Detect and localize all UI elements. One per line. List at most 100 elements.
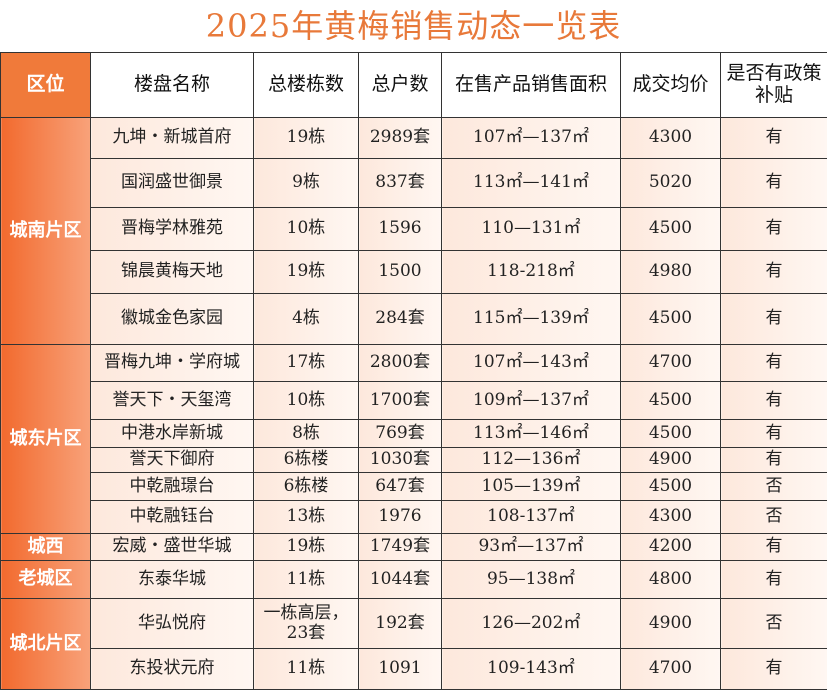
table-cell: 6栋楼	[254, 473, 359, 501]
region-cell: 城西	[1, 534, 91, 561]
table-cell: 4500	[621, 473, 721, 501]
table-cell: 晋梅九坤・学府城	[91, 345, 254, 382]
table-cell: 108-137㎡	[442, 501, 621, 534]
table-cell: 中港水岸新城	[91, 420, 254, 448]
table-cell: 126—202㎡	[442, 599, 621, 649]
table-cell: 8栋	[254, 420, 359, 448]
table-cell: 284套	[359, 294, 442, 345]
table-cell: 115㎡—139㎡	[442, 294, 621, 345]
header-row: 区位楼盘名称总楼栋数总户数在售产品销售面积成交均价是否有政策补贴	[1, 53, 827, 118]
region-cell: 城东片区	[1, 345, 91, 534]
table-cell: 95—138㎡	[442, 561, 621, 599]
table-cell: 13栋	[254, 501, 359, 534]
table-cell: 10栋	[254, 208, 359, 251]
table-cell: 4500	[621, 294, 721, 345]
column-header: 成交均价	[621, 53, 721, 118]
table-cell: 17栋	[254, 345, 359, 382]
table-cell: 1091	[359, 649, 442, 690]
table-cell: 113㎡—146㎡	[442, 420, 621, 448]
table-cell: 有	[721, 420, 827, 448]
table-cell: 有	[721, 561, 827, 599]
sales-table: 区位楼盘名称总楼栋数总户数在售产品销售面积成交均价是否有政策补贴城南片区九坤・新…	[0, 52, 827, 690]
table-cell: 6栋楼	[254, 448, 359, 473]
table-cell: 4300	[621, 118, 721, 159]
table-cell: 否	[721, 501, 827, 534]
table-cell: 4700	[621, 649, 721, 690]
column-header: 总楼栋数	[254, 53, 359, 118]
table-cell: 2800套	[359, 345, 442, 382]
table-cell: 宏威・盛世华城	[91, 534, 254, 561]
table-cell: 徽城金色家园	[91, 294, 254, 345]
table-cell: 11栋	[254, 561, 359, 599]
table-cell: 647套	[359, 473, 442, 501]
table-cell: 否	[721, 599, 827, 649]
table-cell: 东泰华城	[91, 561, 254, 599]
table-cell: 4980	[621, 251, 721, 294]
table-cell: 有	[721, 382, 827, 420]
table-cell: 4300	[621, 501, 721, 534]
table-cell: 有	[721, 159, 827, 208]
table-cell: 118-218㎡	[442, 251, 621, 294]
table-cell: 10栋	[254, 382, 359, 420]
table-cell: 1700套	[359, 382, 442, 420]
table-cell: 4500	[621, 382, 721, 420]
column-header: 是否有政策补贴	[721, 53, 827, 118]
table-cell: 4栋	[254, 294, 359, 345]
table-cell: 109-143㎡	[442, 649, 621, 690]
table-cell: 2989套	[359, 118, 442, 159]
table-cell: 19栋	[254, 118, 359, 159]
table-cell: 192套	[359, 599, 442, 649]
table-cell: 19栋	[254, 534, 359, 561]
table-cell: 1749套	[359, 534, 442, 561]
table-cell: 4900	[621, 599, 721, 649]
table-cell: 有	[721, 118, 827, 159]
table-cell: 109㎡—137㎡	[442, 382, 621, 420]
table-cell: 国润盛世御景	[91, 159, 254, 208]
table-cell: 105—139㎡	[442, 473, 621, 501]
table-cell: 九坤・新城首府	[91, 118, 254, 159]
region-cell: 老城区	[1, 561, 91, 599]
table-cell: 769套	[359, 420, 442, 448]
table-cell: 112—136㎡	[442, 448, 621, 473]
table-cell: 誉天下・天玺湾	[91, 382, 254, 420]
table-cell: 4800	[621, 561, 721, 599]
title: 2025年黄梅销售动态一览表	[0, 0, 827, 52]
table-cell: 中乾融璟台	[91, 473, 254, 501]
region-cell: 城南片区	[1, 118, 91, 345]
table-cell: 9栋	[254, 159, 359, 208]
region-cell: 城北片区	[1, 599, 91, 690]
table-cell: 有	[721, 448, 827, 473]
table-cell: 113㎡—141㎡	[442, 159, 621, 208]
table-cell: 107㎡—137㎡	[442, 118, 621, 159]
table-cell: 有	[721, 649, 827, 690]
table-cell: 有	[721, 208, 827, 251]
table-cell: 一栋高层，23套	[254, 599, 359, 649]
table-cell: 93㎡—137㎡	[442, 534, 621, 561]
table-cell: 锦晨黄梅天地	[91, 251, 254, 294]
table-cell: 有	[721, 251, 827, 294]
table-cell: 1500	[359, 251, 442, 294]
table-cell: 有	[721, 534, 827, 561]
table-cell: 1030套	[359, 448, 442, 473]
table-cell: 1596	[359, 208, 442, 251]
table-cell: 华弘悦府	[91, 599, 254, 649]
column-header: 区位	[1, 53, 91, 118]
table-cell: 5020	[621, 159, 721, 208]
table-cell: 否	[721, 473, 827, 501]
table-cell: 1976	[359, 501, 442, 534]
column-header: 楼盘名称	[91, 53, 254, 118]
